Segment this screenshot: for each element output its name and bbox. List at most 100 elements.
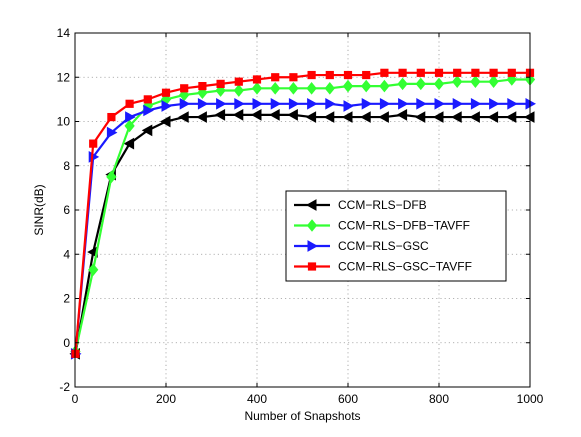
series-3 — [71, 68, 535, 358]
x-axis-title: Number of Snapshots — [244, 409, 360, 423]
data-point — [379, 79, 390, 93]
data-point — [505, 111, 517, 123]
data-point — [453, 68, 462, 77]
data-point — [451, 111, 462, 123]
data-point — [379, 97, 391, 110]
data-point — [324, 82, 335, 95]
data-point — [252, 97, 264, 110]
data-point — [180, 84, 189, 93]
data-point — [125, 111, 136, 123]
data-point — [434, 68, 444, 77]
data-point — [325, 97, 336, 110]
data-point — [470, 75, 481, 88]
data-point — [433, 77, 445, 91]
data-point — [89, 139, 98, 148]
data-point — [179, 97, 191, 110]
data-point — [361, 79, 372, 93]
data-point — [270, 97, 282, 110]
data-point — [343, 100, 355, 112]
y-tick-label: -2 — [59, 380, 70, 394]
data-point — [471, 68, 480, 77]
x-tick-label: 200 — [156, 392, 176, 406]
data-point — [232, 109, 244, 121]
data-point — [416, 68, 425, 77]
data-point — [305, 111, 317, 123]
x-tick-label: 1000 — [517, 392, 544, 406]
legend-label: CCM−RLS−GSC — [338, 239, 429, 253]
data-point — [106, 126, 118, 139]
data-point — [143, 95, 152, 104]
data-point — [124, 119, 135, 133]
data-point — [141, 124, 153, 137]
data-point — [398, 68, 407, 77]
data-point — [360, 111, 371, 123]
data-point — [143, 104, 154, 117]
legend-label: CCM−RLS−DFB — [338, 198, 427, 212]
data-point — [288, 97, 300, 110]
y-tick-label: 2 — [63, 292, 70, 306]
data-point — [196, 111, 207, 123]
data-point — [159, 115, 171, 128]
data-point — [380, 68, 389, 77]
legend-item: CCM−RLS−GSC — [294, 239, 429, 253]
y-axis-title: SINR(dB) — [32, 184, 46, 235]
data-point — [270, 82, 281, 95]
y-tick-label: 8 — [63, 159, 70, 173]
data-point — [398, 97, 409, 110]
data-point — [507, 97, 518, 110]
x-tick-label: 400 — [247, 392, 267, 406]
data-point — [452, 75, 463, 88]
data-point — [397, 77, 408, 91]
data-point — [287, 109, 298, 121]
data-point — [161, 100, 173, 112]
x-tick-label: 800 — [429, 392, 449, 406]
data-point — [234, 97, 245, 110]
legend: CCM−RLS−DFB CCM−RLS−DFB−TAVFF CCM−RLS−GSC C… — [285, 190, 507, 282]
data-point — [161, 88, 171, 97]
data-point — [342, 79, 354, 93]
data-series — [69, 68, 537, 360]
legend-marker — [307, 262, 317, 271]
data-point — [378, 111, 389, 123]
data-point — [234, 77, 243, 86]
legend-item: CCM−RLS−DFB — [294, 198, 427, 212]
data-point — [216, 97, 227, 110]
data-point — [489, 68, 498, 77]
data-point — [323, 111, 335, 123]
legend-item: CCM−RLS−DFB−TAVFF — [294, 219, 470, 233]
x-tick-label: 0 — [72, 392, 79, 406]
data-point — [343, 70, 353, 80]
data-point — [271, 73, 280, 82]
data-point — [198, 82, 207, 91]
legend-item: CCM−RLS−GSC−TAVFF — [294, 260, 472, 274]
data-point — [88, 263, 99, 277]
y-tick-label: 6 — [63, 203, 70, 217]
legend-label: CCM−RLS−GSC−TAVFF — [338, 260, 472, 274]
data-point — [362, 70, 371, 80]
data-point — [307, 97, 318, 110]
data-point — [415, 77, 426, 91]
data-point — [487, 111, 499, 123]
data-point — [178, 111, 189, 123]
y-tick-label: 10 — [57, 115, 71, 129]
data-point — [416, 97, 427, 110]
data-point — [197, 97, 209, 110]
data-point — [325, 70, 334, 80]
data-point — [252, 75, 262, 84]
legend-marker — [305, 199, 317, 211]
data-point — [452, 97, 464, 110]
data-point — [251, 82, 263, 95]
data-point — [289, 73, 298, 82]
data-point — [489, 97, 500, 110]
data-point — [396, 109, 408, 121]
data-point — [306, 82, 317, 95]
data-point — [214, 109, 226, 121]
data-point — [341, 111, 353, 123]
legend-marker — [307, 240, 319, 252]
data-point — [288, 82, 299, 95]
y-tick-label: 4 — [63, 247, 70, 261]
data-point — [123, 137, 135, 150]
data-point — [432, 111, 444, 123]
